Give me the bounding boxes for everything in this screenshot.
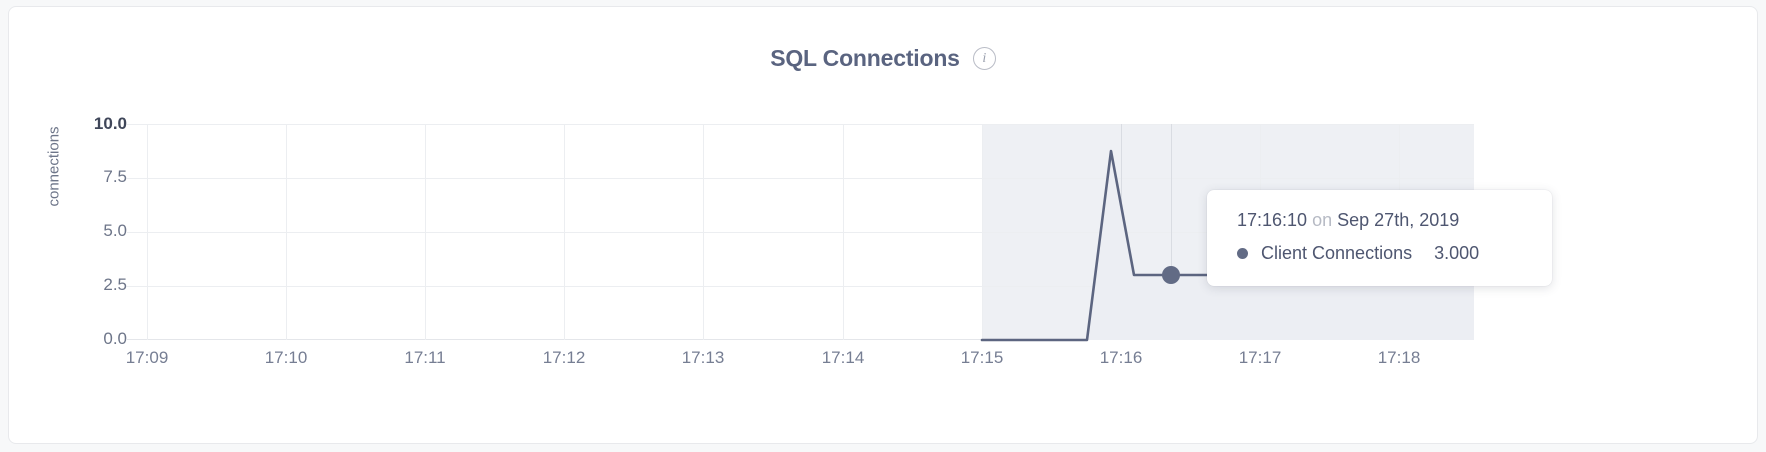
x-tick-1712: 17:12 bbox=[542, 348, 586, 367]
tooltip-date: Sep 27th, 2019 bbox=[1337, 210, 1460, 230]
info-circle-icon[interactable]: i bbox=[972, 47, 996, 70]
x-tick-1715: 17:15 bbox=[960, 348, 1004, 367]
tooltip-series-swatch-icon bbox=[1237, 248, 1248, 259]
chart-tooltip: 17:16:10 on Sep 27th, 2019 Client Connec… bbox=[1207, 190, 1552, 286]
tooltip-series-name: Client Connections bbox=[1261, 243, 1413, 263]
tooltip-series-row: Client Connections 3.000 bbox=[1237, 243, 1528, 264]
tooltip-on-word: on bbox=[1312, 210, 1333, 230]
x-tick-1716: 17:16 bbox=[1099, 348, 1143, 367]
gridline-x-1711 bbox=[425, 124, 426, 340]
gridline-y-2-5 bbox=[127, 286, 1474, 287]
page-title: SQL Connections bbox=[770, 45, 960, 71]
x-axis-line bbox=[127, 339, 1474, 340]
gridline-x-1709 bbox=[147, 124, 148, 340]
y-axis-ticks: 10.0 7.5 5.0 2.5 0.0 bbox=[9, 7, 127, 443]
y-tick-10: 10.0 bbox=[93, 114, 127, 133]
x-tick-1711: 17:11 bbox=[404, 348, 446, 367]
tooltip-time: 17:16:10 bbox=[1237, 210, 1308, 230]
y-tick-2-5: 2.5 bbox=[103, 275, 127, 294]
y-tick-0: 0.0 bbox=[103, 329, 127, 348]
gridline-x-1715 bbox=[982, 124, 983, 340]
y-tick-7-5: 7.5 bbox=[103, 167, 127, 186]
gridline-y-10 bbox=[127, 124, 1474, 125]
gridline-x-1714 bbox=[843, 124, 844, 340]
x-tick-1718: 17:18 bbox=[1377, 348, 1421, 367]
gridline-x-cursor bbox=[1171, 124, 1172, 340]
tooltip-series-value: 3.000 bbox=[1434, 243, 1480, 263]
gridline-x-1710 bbox=[286, 124, 287, 340]
x-tick-1713: 17:13 bbox=[681, 348, 725, 367]
tooltip-header: 17:16:10 on Sep 27th, 2019 bbox=[1237, 210, 1528, 231]
series-point-marker[interactable] bbox=[1162, 266, 1180, 284]
sql-connections-card: SQL Connections i connections 10.0 7.5 5… bbox=[8, 6, 1758, 444]
card-header: SQL Connections i bbox=[9, 45, 1757, 72]
gridline-y-5 bbox=[127, 232, 1474, 233]
x-tick-1717: 17:17 bbox=[1238, 348, 1282, 367]
gridline-y-7-5 bbox=[127, 178, 1474, 179]
x-tick-1714: 17:14 bbox=[821, 348, 865, 367]
gridline-x-1712 bbox=[564, 124, 565, 340]
gridline-x-1713 bbox=[703, 124, 704, 340]
x-tick-1710: 17:10 bbox=[264, 348, 308, 367]
x-tick-1709: 17:09 bbox=[125, 348, 169, 367]
y-tick-5: 5.0 bbox=[103, 221, 127, 240]
